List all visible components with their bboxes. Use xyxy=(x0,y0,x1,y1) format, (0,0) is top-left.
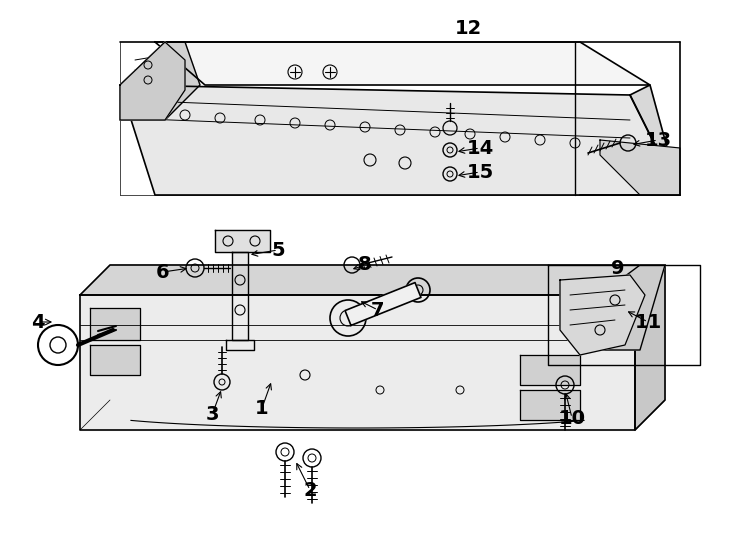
Polygon shape xyxy=(520,355,580,385)
Polygon shape xyxy=(520,390,580,420)
Polygon shape xyxy=(80,295,635,430)
Polygon shape xyxy=(630,85,680,195)
Text: 3: 3 xyxy=(206,406,219,424)
Text: 15: 15 xyxy=(466,163,494,181)
Text: 4: 4 xyxy=(31,313,45,332)
Polygon shape xyxy=(80,265,665,295)
Text: 7: 7 xyxy=(371,300,385,320)
Polygon shape xyxy=(155,42,650,85)
Polygon shape xyxy=(226,340,254,350)
Text: 12: 12 xyxy=(454,18,482,37)
Text: 8: 8 xyxy=(358,255,372,274)
Text: 9: 9 xyxy=(611,259,625,278)
Polygon shape xyxy=(635,265,665,430)
Text: 5: 5 xyxy=(271,240,285,260)
Polygon shape xyxy=(600,265,665,350)
Text: 2: 2 xyxy=(303,481,317,500)
Polygon shape xyxy=(120,42,200,120)
Polygon shape xyxy=(232,252,248,340)
Polygon shape xyxy=(120,85,680,195)
Text: 10: 10 xyxy=(559,408,586,428)
Polygon shape xyxy=(215,230,270,252)
Polygon shape xyxy=(120,42,185,120)
Polygon shape xyxy=(90,345,140,375)
Text: 13: 13 xyxy=(644,131,672,150)
Polygon shape xyxy=(600,140,680,195)
Polygon shape xyxy=(560,275,645,355)
Polygon shape xyxy=(90,308,140,340)
Text: 14: 14 xyxy=(466,138,494,158)
Text: 1: 1 xyxy=(255,399,269,417)
Text: 11: 11 xyxy=(634,313,661,332)
Text: 6: 6 xyxy=(156,262,170,281)
Polygon shape xyxy=(345,282,421,326)
